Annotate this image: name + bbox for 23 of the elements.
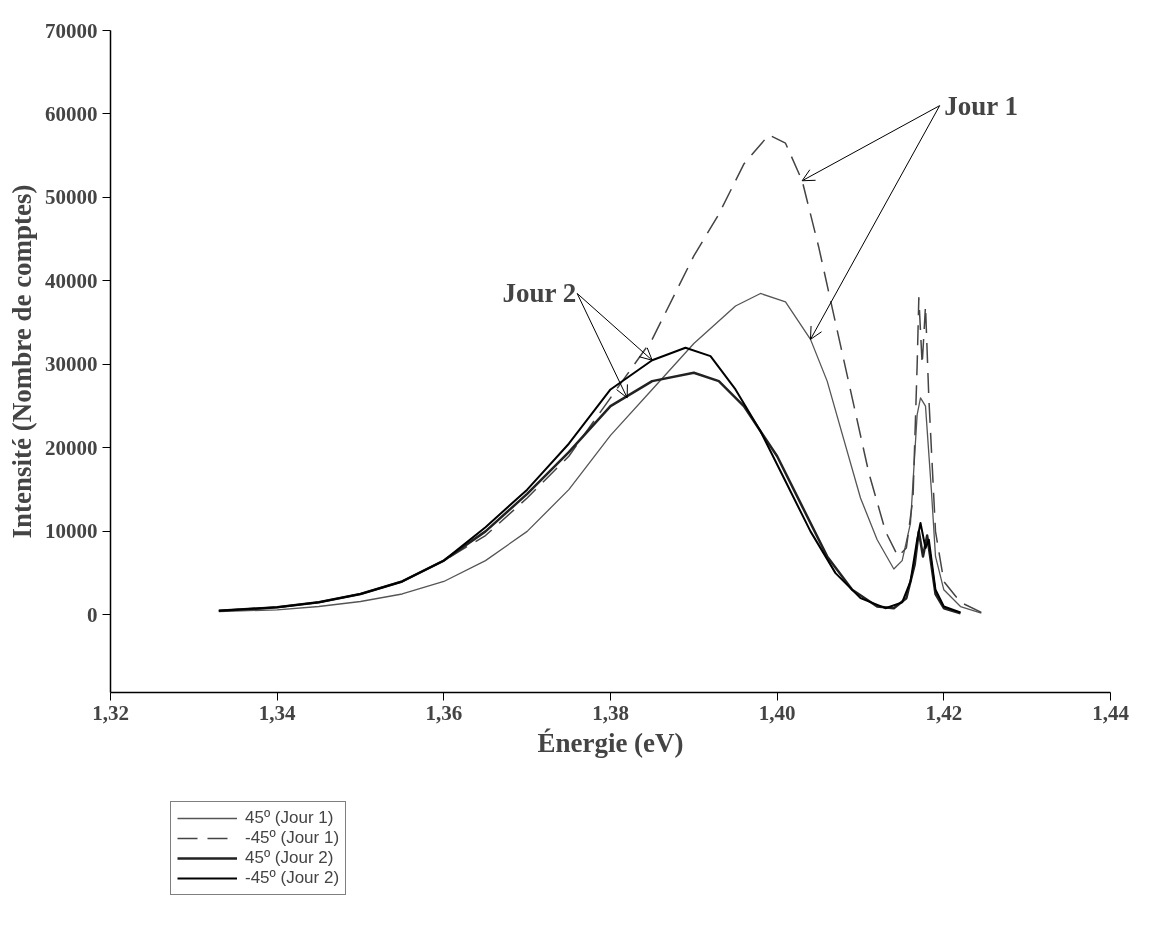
x-axis-title: Énergie (eV) [537, 727, 684, 758]
x-tick-label: 1,44 [1092, 700, 1130, 725]
x-tick-label: 1,36 [425, 700, 463, 725]
y-tick-label: 10000 [45, 519, 98, 544]
legend-label: 45º (Jour 2) [245, 848, 334, 868]
legend-label: -45º (Jour 2) [245, 868, 340, 888]
y-tick-label: 70000 [45, 18, 98, 43]
y-tick-label: 20000 [45, 435, 98, 460]
annotation: Jour 1 [944, 90, 1018, 121]
x-tick-label: 1,42 [925, 700, 963, 725]
legend-label: -45º (Jour 1) [245, 828, 340, 848]
legend-label: 45º (Jour 1) [245, 808, 334, 828]
x-tick-label: 1,32 [92, 700, 129, 725]
x-tick-label: 1,38 [592, 700, 629, 725]
y-tick-label: 30000 [45, 352, 98, 377]
y-tick-label: 0 [87, 602, 98, 627]
y-tick-label: 40000 [45, 268, 98, 293]
x-tick-label: 1,34 [258, 700, 297, 725]
x-tick-label: 1,40 [758, 700, 796, 725]
annotation: Jour 2 [502, 278, 577, 309]
y-tick-label: 50000 [45, 185, 98, 210]
y-tick-label: 60000 [45, 101, 98, 126]
y-axis-title: Intensité (Nombre de comptes) [7, 184, 37, 539]
